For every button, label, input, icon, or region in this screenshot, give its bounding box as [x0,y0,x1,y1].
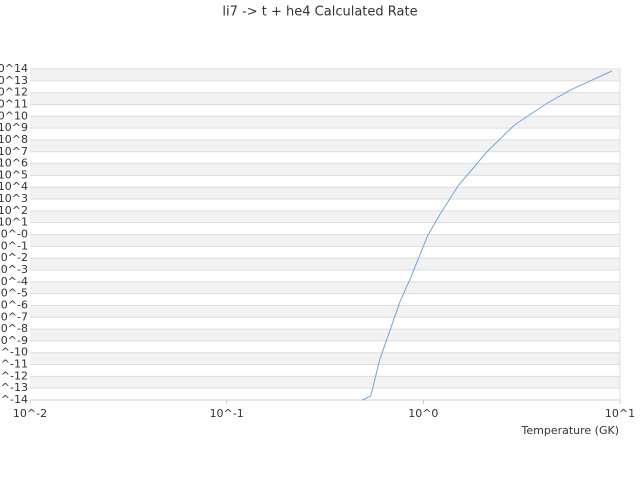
y-tick-label: 10^-2 [0,251,28,264]
y-tick-label: 10^14 [0,62,28,75]
grid-band [30,234,620,247]
y-tick-label: 10^2 [0,204,28,217]
y-tick-label: 10^13 [0,74,28,87]
grid-band [30,352,620,365]
y-tick-label: 10^-13 [0,381,28,394]
y-tick-label: 10^4 [0,180,28,193]
x-tick-label: 10^-1 [210,407,244,420]
series-line [362,70,613,401]
grid-band [30,258,620,270]
y-tick-label: 10^-9 [0,334,28,347]
y-tick-label: 10^5 [0,168,28,181]
y-tick-label: 10^-1 [0,239,28,252]
grid-band [30,116,620,129]
grid-band [30,329,620,341]
y-tick-label: 10^-3 [0,263,28,276]
y-tick-label: 10^7 [0,145,28,158]
y-tick-label: 10^1 [0,216,28,229]
y-tick-label: 10^-8 [0,322,28,335]
y-tick-label: 10^11 [0,97,28,110]
y-tick-label: 10^-0 [0,228,28,241]
y-tick-label: 10^8 [0,133,28,146]
x-axis-label: Temperature (GK) [521,424,620,437]
y-tick-label: 10^6 [0,157,28,170]
y-tick-label: 10^-11 [0,358,28,371]
grid-band [30,376,620,389]
y-tick-label: 10^-14 [0,393,28,406]
y-tick-label: 10^-4 [0,275,28,288]
chart-title: li7 -> t + he4 Calculated Rate [222,5,417,20]
x-tick-label: 10^1 [605,407,635,420]
y-tick-label: 10^-10 [0,346,28,359]
y-tick-label: 10^-7 [0,310,28,323]
x-tick-label: 10^-2 [13,407,47,420]
grid-band [30,69,620,81]
y-tick-label: 10^-12 [0,369,28,382]
y-tick-label: 10^-6 [0,298,28,311]
grid-band [30,92,620,105]
y-tick-label: 10^9 [0,121,28,134]
grid-band [30,210,620,223]
grid-band [30,305,620,318]
y-tick-label: 10^-5 [0,287,28,300]
grid-band [30,187,620,200]
grid-band [30,281,620,294]
y-tick-label: 10^3 [0,192,28,205]
y-tick-label: 10^10 [0,109,28,122]
y-tick-label: 10^12 [0,86,28,99]
grid-band [30,163,620,176]
x-tick-label: 10^0 [408,407,438,420]
grid-band [30,139,620,152]
